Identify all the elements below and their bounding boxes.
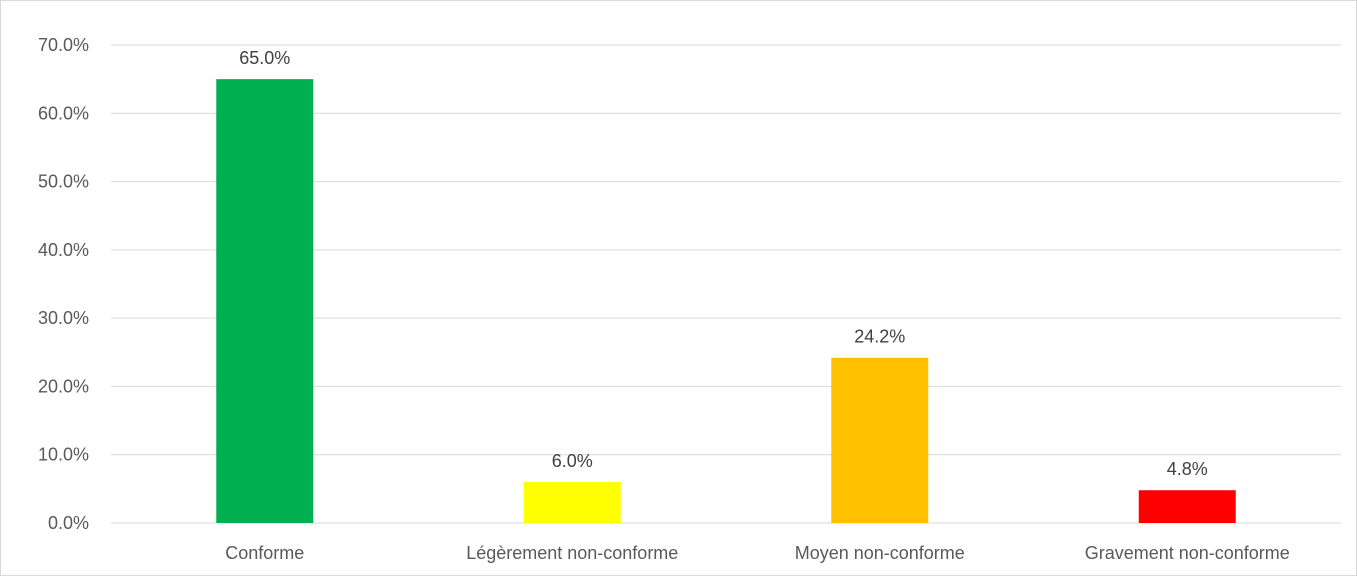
y-tick-label: 20.0% [38,376,89,396]
data-label: 65.0% [239,48,290,68]
category-label: Moyen non-conforme [795,543,965,563]
data-label: 24.2% [854,327,905,347]
y-tick-label: 70.0% [38,35,89,55]
data-label: 6.0% [552,451,593,471]
category-label: Gravement non-conforme [1085,543,1290,563]
bar [831,357,929,523]
bar [216,79,314,524]
y-tick-label: 50.0% [38,172,89,192]
category-label: Légèrement non-conforme [466,543,678,563]
y-tick-label: 30.0% [38,308,89,328]
x-axis-category-labels: Conforme Légèrement non-conforme Moyen non… [225,543,1290,563]
bar [523,482,621,523]
y-tick-label: 0.0% [48,513,89,533]
bar [1138,490,1236,523]
data-labels: 65.0% 6.0% 24.2% 4.8% [239,48,1208,479]
y-axis-tick-labels: 0.0% 10.0% 20.0% 30.0% 40.0% 50.0% 60.0% 70.0% [38,35,89,533]
category-label: Conforme [225,543,304,563]
y-tick-label: 10.0% [38,445,89,465]
bars [216,79,1236,524]
data-label: 4.8% [1167,459,1208,479]
gridlines [111,44,1341,524]
y-tick-label: 40.0% [38,240,89,260]
y-tick-label: 60.0% [38,103,89,123]
